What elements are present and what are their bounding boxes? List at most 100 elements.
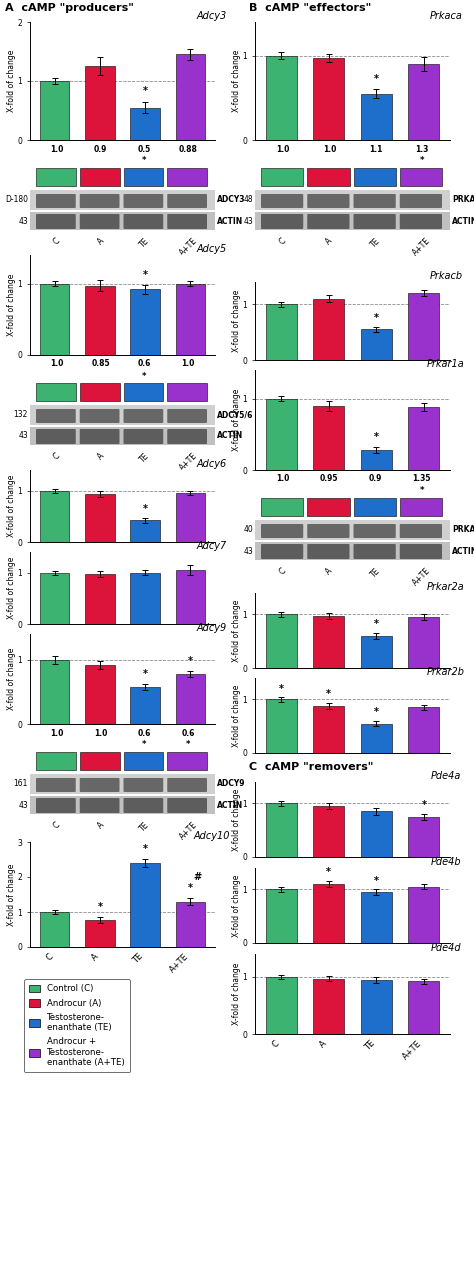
Text: *: * <box>142 372 146 381</box>
Text: TE: TE <box>138 820 151 833</box>
Text: 1.0: 1.0 <box>50 145 64 154</box>
FancyBboxPatch shape <box>167 429 207 444</box>
Bar <box>85 67 115 140</box>
Bar <box>409 407 439 470</box>
Text: C: C <box>52 236 62 246</box>
Text: TE: TE <box>138 236 151 249</box>
Bar <box>361 636 392 668</box>
Bar <box>40 912 70 947</box>
Bar <box>307 498 349 516</box>
Bar <box>175 902 205 947</box>
Text: ACTIN: ACTIN <box>217 801 243 810</box>
Text: 0.9: 0.9 <box>94 145 107 154</box>
Bar <box>36 752 76 770</box>
Text: A: A <box>96 236 106 246</box>
FancyBboxPatch shape <box>124 798 163 813</box>
Text: A: A <box>96 452 106 461</box>
Text: A+TE: A+TE <box>411 566 432 588</box>
Text: *: * <box>326 867 331 878</box>
Bar <box>266 976 297 1034</box>
Bar <box>261 498 303 516</box>
Bar <box>307 168 349 186</box>
Text: A+TE: A+TE <box>178 452 199 472</box>
Bar <box>40 284 70 355</box>
Text: 0.6: 0.6 <box>137 729 151 738</box>
Bar <box>80 384 119 402</box>
Text: *: * <box>186 740 191 749</box>
FancyBboxPatch shape <box>167 798 207 813</box>
Y-axis label: X-fold of change: X-fold of change <box>232 599 241 662</box>
FancyBboxPatch shape <box>261 523 303 538</box>
Text: *: * <box>143 504 147 514</box>
Text: D-180: D-180 <box>5 195 28 204</box>
Text: *: * <box>374 876 379 885</box>
Text: PRKAC: PRKAC <box>452 195 474 204</box>
Text: *: * <box>98 902 102 912</box>
Title: Prkaca: Prkaca <box>429 12 463 22</box>
Text: *: * <box>279 684 283 694</box>
FancyBboxPatch shape <box>124 429 163 444</box>
Text: A: A <box>96 820 106 830</box>
Bar <box>266 55 297 140</box>
Text: 0.95: 0.95 <box>320 475 338 484</box>
FancyBboxPatch shape <box>400 523 442 538</box>
Bar <box>361 980 392 1034</box>
Bar <box>361 94 392 140</box>
Bar <box>409 617 439 668</box>
Text: *: * <box>374 707 379 717</box>
Bar <box>80 168 119 186</box>
Text: 161: 161 <box>14 780 28 789</box>
Y-axis label: X-fold of change: X-fold of change <box>232 874 241 937</box>
Bar <box>85 920 115 947</box>
Title: Prkar1a: Prkar1a <box>427 359 465 370</box>
Text: *: * <box>419 486 424 495</box>
Bar <box>130 289 160 355</box>
FancyBboxPatch shape <box>307 544 349 559</box>
Bar <box>175 284 205 355</box>
Title: Pde4d: Pde4d <box>431 943 461 953</box>
Text: A+TE: A+TE <box>178 820 199 842</box>
Y-axis label: X-fold of change: X-fold of change <box>7 50 16 112</box>
Text: 1.0: 1.0 <box>94 729 107 738</box>
Bar <box>130 521 160 541</box>
Bar <box>85 665 115 724</box>
Text: 1.0: 1.0 <box>50 729 64 738</box>
Text: 43: 43 <box>18 217 28 226</box>
FancyBboxPatch shape <box>354 544 396 559</box>
Bar <box>409 707 439 753</box>
Title: Prkar2a: Prkar2a <box>427 582 465 593</box>
Bar <box>85 286 115 355</box>
Bar <box>175 54 205 140</box>
FancyBboxPatch shape <box>124 409 163 423</box>
Text: 1.0: 1.0 <box>182 359 195 368</box>
Bar <box>409 887 439 943</box>
Text: A  cAMP "producers": A cAMP "producers" <box>5 3 134 13</box>
Bar <box>400 168 442 186</box>
Text: *: * <box>142 157 146 166</box>
Text: C: C <box>278 236 288 246</box>
Bar <box>175 674 205 724</box>
Text: A: A <box>324 236 335 246</box>
Text: ACTIN: ACTIN <box>217 431 243 440</box>
Bar <box>130 863 160 947</box>
Title: Adcy6: Adcy6 <box>196 459 227 470</box>
Text: *: * <box>143 86 147 96</box>
FancyBboxPatch shape <box>400 194 442 208</box>
Bar <box>313 979 344 1034</box>
Bar <box>167 384 207 402</box>
Text: ACTIN: ACTIN <box>217 217 243 226</box>
FancyBboxPatch shape <box>167 214 207 228</box>
FancyBboxPatch shape <box>354 523 396 538</box>
Text: 1.0: 1.0 <box>323 145 336 154</box>
Bar <box>266 699 297 753</box>
Bar <box>175 493 205 541</box>
Text: 48: 48 <box>243 195 253 204</box>
FancyBboxPatch shape <box>80 214 119 228</box>
Text: A+TE: A+TE <box>411 236 432 257</box>
Text: 0.5: 0.5 <box>138 145 151 154</box>
Y-axis label: X-fold of change: X-fold of change <box>232 290 241 353</box>
Bar <box>124 384 163 402</box>
Text: ADCY3: ADCY3 <box>217 195 246 204</box>
Y-axis label: X-fold of change: X-fold of change <box>7 475 16 538</box>
Bar <box>130 572 160 624</box>
